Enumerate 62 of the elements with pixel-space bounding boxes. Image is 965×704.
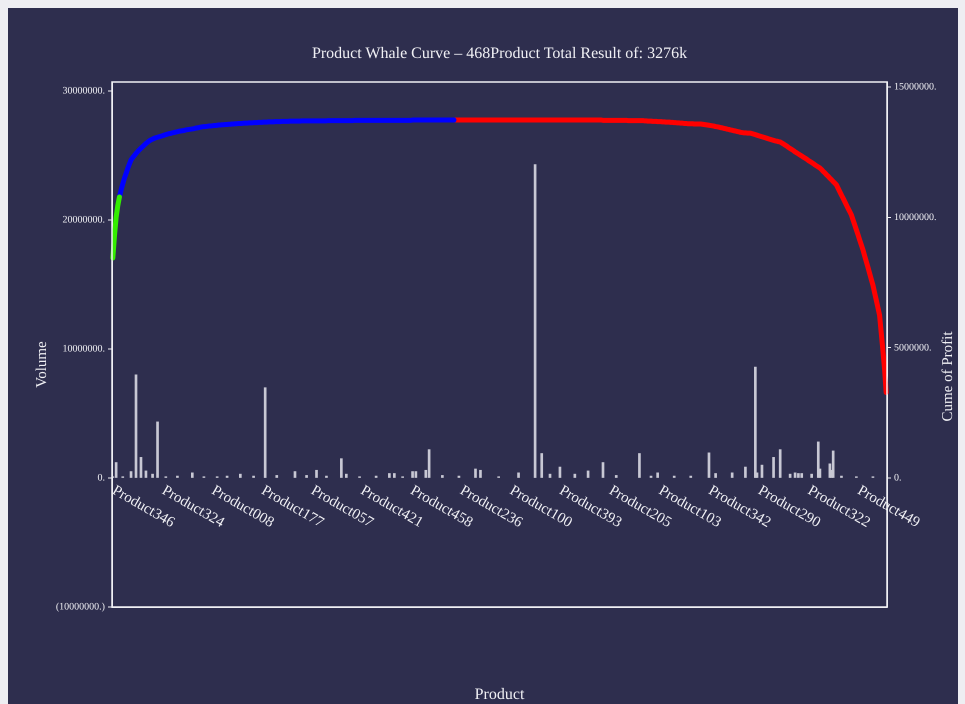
bar <box>744 466 747 478</box>
bar <box>151 474 154 478</box>
y2-tick-label: 5000000. <box>894 342 932 354</box>
bar <box>548 474 552 478</box>
bar <box>315 470 318 478</box>
bar <box>797 473 800 478</box>
bar <box>800 473 804 478</box>
bar <box>393 473 396 478</box>
bar <box>708 452 710 478</box>
bar <box>134 374 138 478</box>
bar <box>614 475 618 478</box>
y2-tick-label: 10000000. <box>894 212 936 223</box>
bar <box>414 471 418 478</box>
bar <box>778 449 782 478</box>
bar <box>294 471 296 478</box>
y-tick-label: 30000000. <box>62 86 105 97</box>
bar <box>479 470 482 478</box>
bar <box>540 453 544 478</box>
bar <box>656 472 659 478</box>
x-axis-title: Product <box>474 686 525 704</box>
bar <box>754 366 757 478</box>
bar <box>275 475 278 478</box>
y2-tick-label: 15000000. <box>894 82 936 93</box>
bar <box>344 474 348 478</box>
bar <box>156 422 159 478</box>
bar <box>730 472 734 478</box>
bar <box>788 474 792 478</box>
bar <box>130 471 132 478</box>
bar <box>388 473 391 478</box>
y-axis-title: Volume <box>34 340 50 388</box>
bar <box>574 474 576 478</box>
bar <box>586 470 590 478</box>
bar <box>760 464 764 478</box>
bar <box>264 387 267 478</box>
bar <box>114 462 118 478</box>
y2-axis-title: Cume of Profit <box>940 330 956 422</box>
bar <box>772 457 775 478</box>
bar <box>190 472 194 478</box>
bar <box>534 164 536 478</box>
y-tick-label: 20000000. <box>62 214 105 226</box>
bar <box>428 449 430 478</box>
bar <box>810 474 813 478</box>
bar <box>602 462 604 478</box>
bar <box>558 466 562 478</box>
bar <box>474 468 477 478</box>
bar <box>140 457 142 478</box>
bar <box>714 473 717 478</box>
y-tick-label: (10000000.) <box>56 602 105 613</box>
bar <box>638 453 641 478</box>
bar <box>305 475 308 478</box>
bar <box>340 458 343 478</box>
y-tick-label: 10000000. <box>62 344 105 355</box>
bar <box>517 472 520 478</box>
bar <box>411 471 414 478</box>
bar <box>239 474 242 478</box>
bar <box>144 470 148 478</box>
y-tick-label: 0. <box>98 472 105 484</box>
bar <box>441 475 444 478</box>
bar <box>832 450 835 478</box>
chart-title: Product Whale Curve – 468Product Total Result of: 3276k <box>312 45 688 62</box>
y2-tick-label: 0. <box>894 472 902 484</box>
bar <box>794 472 796 478</box>
